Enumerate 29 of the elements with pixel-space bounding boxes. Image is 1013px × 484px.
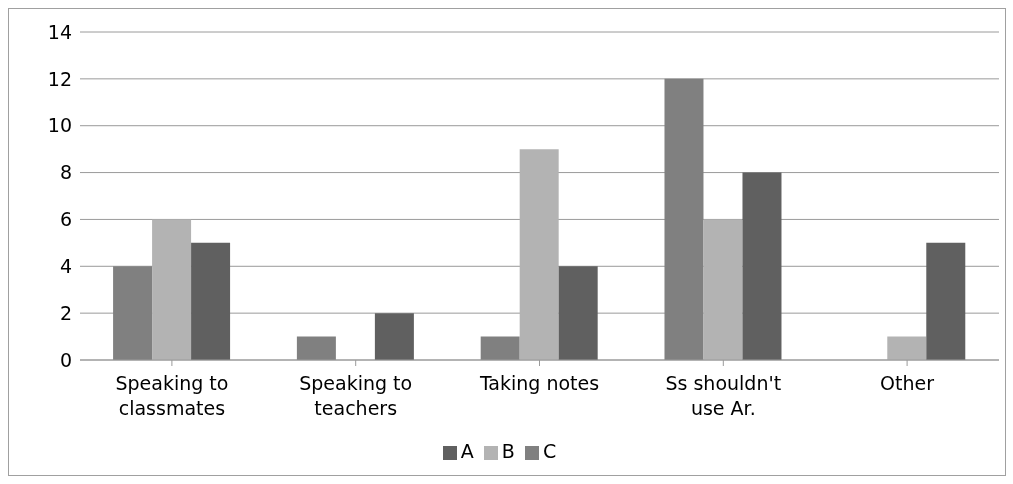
- x-tick-label: Taking notes: [478, 372, 600, 394]
- y-tick-label: 0: [59, 348, 72, 371]
- bar: [664, 78, 704, 360]
- y-tick-label: 2: [59, 301, 72, 324]
- bar: [703, 219, 743, 360]
- bar: [191, 242, 231, 360]
- bar: [113, 266, 153, 360]
- legend-label: A: [460, 440, 474, 462]
- bar: [296, 336, 336, 360]
- x-tick-label: Speaking to teachers: [299, 372, 413, 419]
- bar: [742, 172, 782, 360]
- legend-label: C: [542, 440, 557, 462]
- y-tick-label: 12: [47, 67, 72, 90]
- legend-label: B: [501, 440, 515, 462]
- bar: [152, 219, 192, 360]
- bar: [926, 242, 966, 360]
- bar: [519, 149, 559, 360]
- y-tick-label: 6: [59, 208, 72, 231]
- bar: [480, 336, 520, 360]
- y-tick-label: 8: [59, 161, 72, 184]
- x-tick-label: Speaking to classmates: [115, 372, 229, 419]
- x-tick-label: Ss shouldn't use Ar.: [665, 372, 782, 419]
- bar: [374, 313, 414, 360]
- y-tick-label: 14: [47, 20, 72, 43]
- bar: [558, 266, 598, 360]
- x-tick-label: Other: [880, 372, 935, 394]
- y-tick-label: 4: [59, 255, 72, 278]
- y-tick-label: 10: [47, 114, 72, 137]
- bar: [887, 336, 927, 360]
